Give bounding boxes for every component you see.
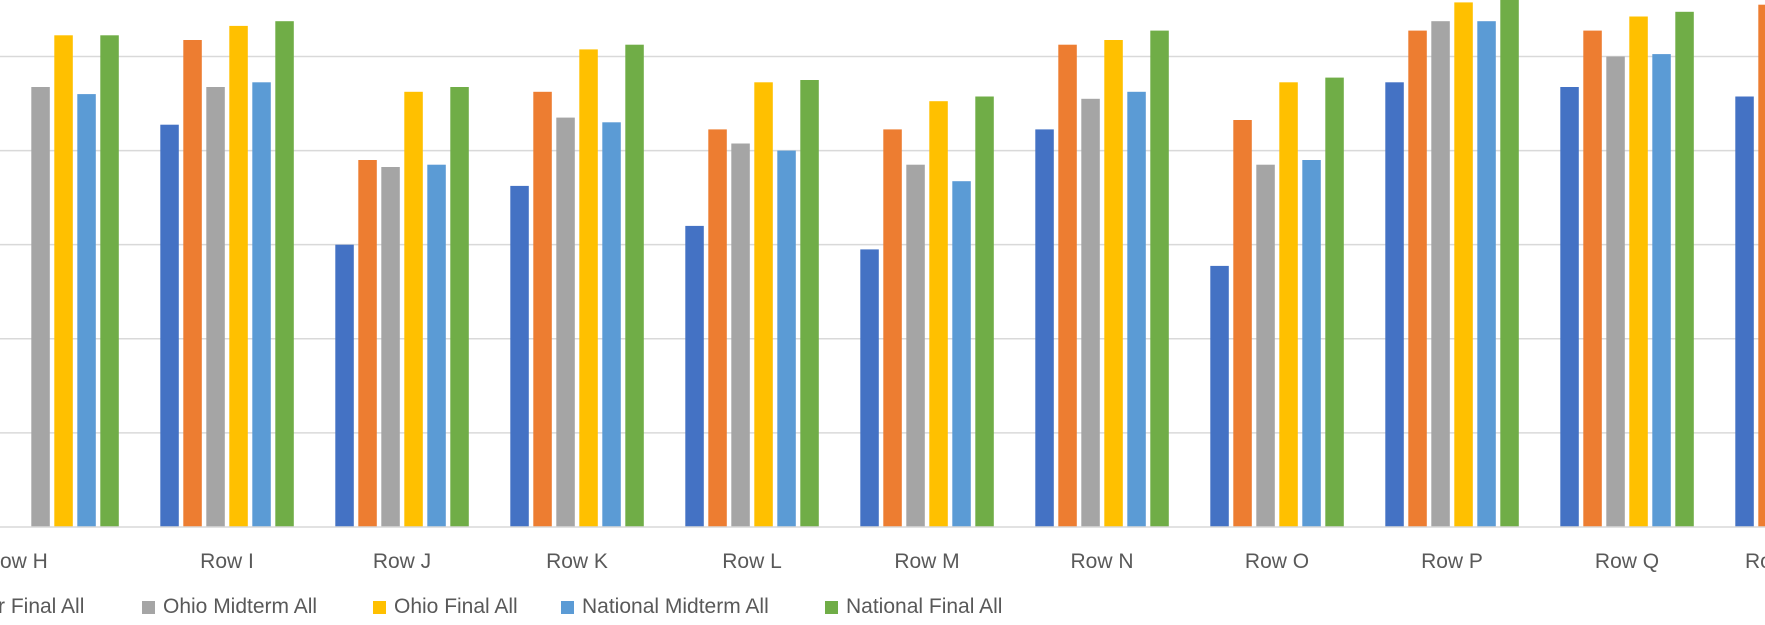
bar-row-q-series-6 [1675,11,1694,528]
bar-row-p-series-3 [1431,21,1450,527]
bar-row-n-series-3 [1081,98,1100,528]
bar-row-o-series-3 [1256,164,1275,527]
bar-row-n-series-1 [1035,129,1054,527]
legend-label-2: Ohio Midterm All [163,595,318,618]
x-tick-label: Row P [1421,550,1483,573]
x-tick-label: Row I [200,550,254,573]
bar-row-q-series-1 [1560,87,1579,527]
bar-row-i-series-5 [252,82,271,528]
bar-row-j-series-3 [381,167,400,527]
bar-row-m-series-4 [929,101,948,527]
legend-item-1: r Final All [0,595,84,619]
bar-row-h-series-3 [31,87,50,527]
bar-row-h-series-5 [77,94,96,527]
bar-row-n-series-2 [1058,44,1077,527]
bar-row-m-series-2 [883,129,902,527]
bar-row-o-series-6 [1325,77,1344,527]
bar-row-m-series-6 [975,96,994,527]
legend-label-4: National Midterm All [582,595,769,618]
legend-swatch-5 [825,600,838,614]
x-tick-label: Row O [1245,550,1309,573]
legend-label-1: r Final All [0,595,85,618]
bar-row-m-series-5 [952,181,971,527]
x-tick-label: Row L [722,550,782,573]
bar-row-j-series-2 [358,160,377,527]
bar-row-l-series-1 [685,225,704,527]
bar-row-k-series-4 [579,49,598,528]
bar-row-j-series-4 [404,91,423,528]
legend-item-4: National Midterm All [561,595,769,619]
bar-row-r-series-1 [1735,96,1754,527]
legend-label-5: National Final All [846,595,1003,618]
bar-row-o-series-1 [1210,265,1229,527]
legend-item-2: Ohio Midterm All [142,595,317,619]
bars [31,0,1765,528]
bar-row-i-series-2 [183,40,202,527]
bar-row-j-series-1 [335,244,354,527]
legend-swatch-4 [561,600,574,614]
bar-row-k-series-5 [602,122,621,528]
bar-row-q-series-4 [1629,16,1648,527]
bar-row-m-series-1 [860,249,879,527]
bar-row-k-series-2 [533,91,552,528]
bar-row-n-series-4 [1104,40,1123,527]
x-tick-label: ow H [0,550,48,573]
bar-row-p-series-6 [1500,0,1519,528]
bar-row-i-series-3 [206,87,225,527]
x-tick-label: Row Q [1595,550,1659,573]
bar-row-l-series-4 [754,82,773,528]
x-tick-label: Row M [894,550,959,573]
bar-row-h-series-4 [54,35,73,528]
bar-row-i-series-6 [275,21,294,527]
x-tick-label: Row J [373,550,431,573]
bar-row-r-series-2 [1758,4,1765,527]
bar-row-q-series-2 [1583,30,1602,527]
legend-swatch-2 [142,600,155,614]
x-tick-label: Row N [1070,550,1133,573]
bar-chart: ow H Row I Row J Row K Row L Row M Row N Row O R… [0,0,1765,573]
bar-row-o-series-5 [1302,160,1321,527]
x-tick-label: Row K [546,550,608,573]
bar-row-l-series-3 [731,143,750,527]
bar-row-m-series-3 [906,164,925,527]
bar-row-l-series-6 [800,80,819,527]
bar-row-k-series-6 [625,44,644,527]
legend-item-3: Ohio Final All [373,595,518,619]
bar-row-j-series-6 [450,87,469,527]
bar-row-q-series-3 [1606,56,1625,527]
legend-item-5: National Final All [825,595,1002,619]
bar-row-h-series-6 [100,35,119,528]
legend-label-3: Ohio Final All [394,595,518,618]
x-tick-label: Ro [1745,550,1765,573]
bar-row-p-series-5 [1477,21,1496,527]
bar-row-i-series-4 [229,25,248,528]
bar-row-l-series-2 [708,129,727,527]
bar-row-l-series-5 [777,150,796,527]
x-axis-tick-labels: ow H Row I Row J Row K Row L Row M Row N Row O R… [0,550,1765,573]
bar-row-p-series-2 [1408,30,1427,527]
bar-row-i-series-1 [160,124,179,527]
legend-swatch-3 [373,600,386,614]
bar-row-k-series-3 [556,117,575,527]
bar-row-q-series-5 [1652,54,1671,527]
bar-row-n-series-6 [1150,30,1169,527]
bar-row-o-series-4 [1279,82,1298,528]
bar-row-p-series-4 [1454,2,1473,527]
bar-row-p-series-1 [1385,82,1404,528]
bar-row-n-series-5 [1127,91,1146,528]
bar-row-o-series-2 [1233,120,1252,527]
bar-row-j-series-5 [427,164,446,527]
bar-row-k-series-1 [510,185,529,527]
